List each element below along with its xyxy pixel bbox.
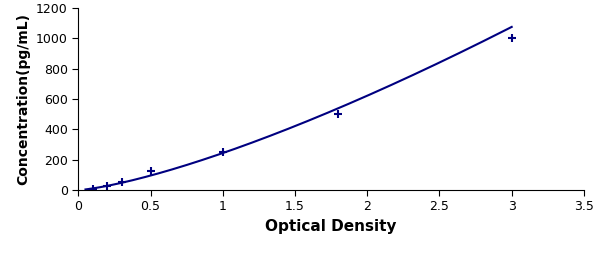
- Y-axis label: Concentration(pg/mL): Concentration(pg/mL): [16, 13, 31, 185]
- X-axis label: Optical Density: Optical Density: [265, 219, 397, 234]
